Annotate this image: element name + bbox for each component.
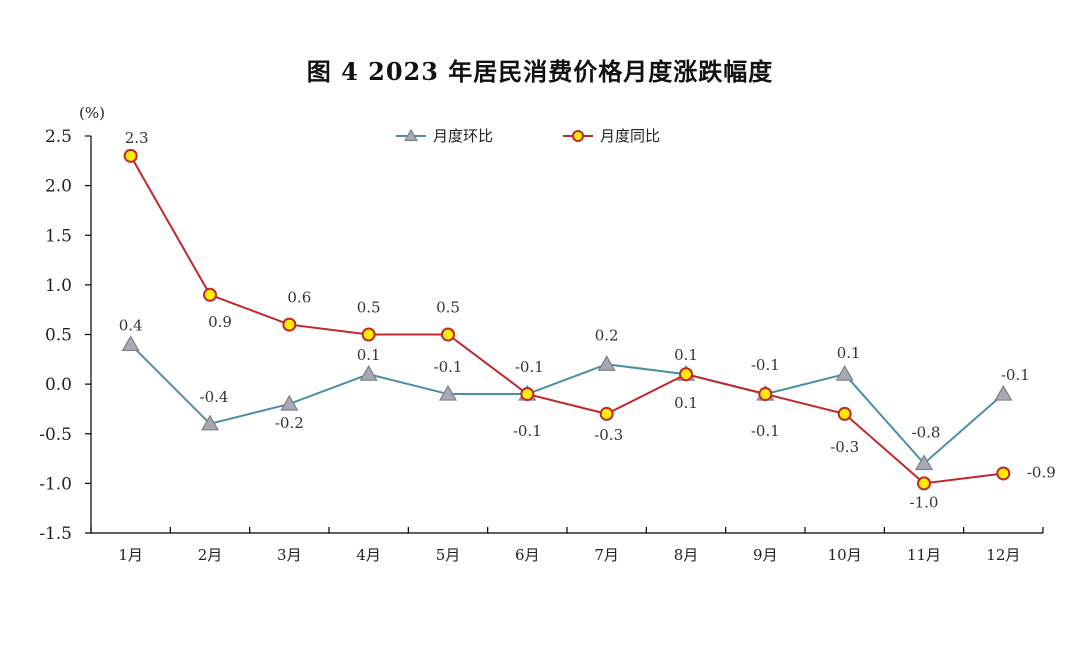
data-label: 0.6 xyxy=(287,289,311,307)
data-label: -0.2 xyxy=(275,414,304,432)
data-label: 0.2 xyxy=(595,326,619,344)
data-point-circle xyxy=(917,476,931,491)
series-yoy: 2.3 0.9 0.6 0.5 0.5 -0.1 -0.3 0.1 -0.1 -0.3 -1.0 -0… xyxy=(123,129,1056,511)
data-label: 0.1 xyxy=(674,346,698,364)
data-point-circle xyxy=(520,387,535,402)
data-point-triangle xyxy=(994,384,1013,401)
x-tick-label: 8月 xyxy=(674,546,699,564)
data-label: -0.1 xyxy=(434,358,463,376)
data-label: -0.1 xyxy=(1001,366,1030,384)
plot-area: 0.4 -0.4 -0.2 0.1 -0.1 -0.1 0.2 0.1 -0.1 0.1 -0.8 -… xyxy=(119,129,1056,512)
data-label: -0.1 xyxy=(515,358,544,376)
x-tick-label: 2月 xyxy=(198,546,223,564)
x-tick-label: 7月 xyxy=(594,546,619,564)
x-tick-label: 1月 xyxy=(118,546,143,564)
data-label: 2.3 xyxy=(125,129,149,147)
data-point-triangle xyxy=(835,364,854,381)
y-tick-label: -1.0 xyxy=(39,474,72,494)
y-tick-label: 0.0 xyxy=(45,375,72,395)
legend-circle-icon xyxy=(572,130,584,142)
x-tick-label: 12月 xyxy=(986,546,1020,564)
series-mom: 0.4 -0.4 -0.2 0.1 -0.1 -0.1 0.2 0.1 -0.1 0.1 -0.8 -… xyxy=(119,316,1030,471)
x-tick-label: 5月 xyxy=(436,546,461,564)
data-label: -0.3 xyxy=(830,438,859,456)
legend-label: 月度同比 xyxy=(600,127,660,145)
axes: 2.5 2.0 1.5 1.0 0.5 0.0 -0.5 -1.0 -1.5 1月 2月 3月 4月 5月… xyxy=(39,127,1044,564)
data-point-circle xyxy=(996,466,1011,481)
data-point-triangle xyxy=(597,355,616,371)
data-label: -0.8 xyxy=(912,424,941,442)
y-axis-unit-label: (%) xyxy=(79,104,105,122)
legend-triangle-icon xyxy=(403,128,419,142)
data-point-triangle xyxy=(438,384,458,401)
data-point-circle xyxy=(599,406,614,421)
data-point-circle xyxy=(203,287,217,302)
data-point-triangle xyxy=(914,454,934,471)
data-label: -0.1 xyxy=(751,356,780,374)
data-point-circle xyxy=(282,317,297,332)
y-tick-label: 2.5 xyxy=(45,127,72,147)
legend: 月度环比 月度同比 xyxy=(396,127,660,145)
y-tick-label: -0.5 xyxy=(39,425,72,445)
legend-label: 月度环比 xyxy=(433,127,493,145)
data-label: 0.5 xyxy=(436,299,460,317)
data-label: 0.5 xyxy=(357,299,381,317)
data-label: -0.1 xyxy=(751,422,780,440)
data-point-triangle xyxy=(359,364,378,381)
data-label: 0.1 xyxy=(674,394,698,412)
data-point-triangle xyxy=(200,414,220,431)
series-line xyxy=(129,155,1004,485)
data-label: -0.3 xyxy=(594,426,623,444)
y-tick-label: 0.5 xyxy=(45,326,72,346)
chart-title: 图 4 2023 年居民消费价格月度涨跌幅度 xyxy=(306,57,774,86)
data-label: -1.0 xyxy=(910,493,939,511)
x-tick-label: 11月 xyxy=(907,546,941,564)
y-tick-label: -1.5 xyxy=(39,524,72,544)
data-point-circle xyxy=(441,327,455,342)
data-label: 0.1 xyxy=(837,344,861,362)
data-label: 0.9 xyxy=(208,313,232,331)
x-tick-label: 9月 xyxy=(753,546,778,564)
x-tick-label: 3月 xyxy=(277,546,302,564)
data-label: 0.4 xyxy=(119,316,143,334)
data-point-triangle xyxy=(121,335,140,352)
data-label: -0.9 xyxy=(1027,463,1056,481)
data-label: -0.4 xyxy=(200,388,229,406)
y-tick-label: 1.0 xyxy=(45,276,72,296)
data-point-circle xyxy=(758,387,773,402)
data-point-circle xyxy=(679,367,693,382)
data-point-circle xyxy=(123,148,138,163)
series-line xyxy=(129,343,1004,465)
data-point-circle xyxy=(837,406,852,421)
data-point-triangle xyxy=(280,394,299,411)
data-label: -0.1 xyxy=(513,422,542,440)
y-tick-label: 1.5 xyxy=(45,226,72,246)
x-tick-label: 4月 xyxy=(356,546,381,564)
data-point-circle xyxy=(361,327,376,342)
x-tick-label: 10月 xyxy=(828,546,862,564)
data-label: 0.1 xyxy=(357,346,381,364)
y-tick-label: 2.0 xyxy=(45,177,72,197)
x-tick-label: 6月 xyxy=(515,546,540,564)
